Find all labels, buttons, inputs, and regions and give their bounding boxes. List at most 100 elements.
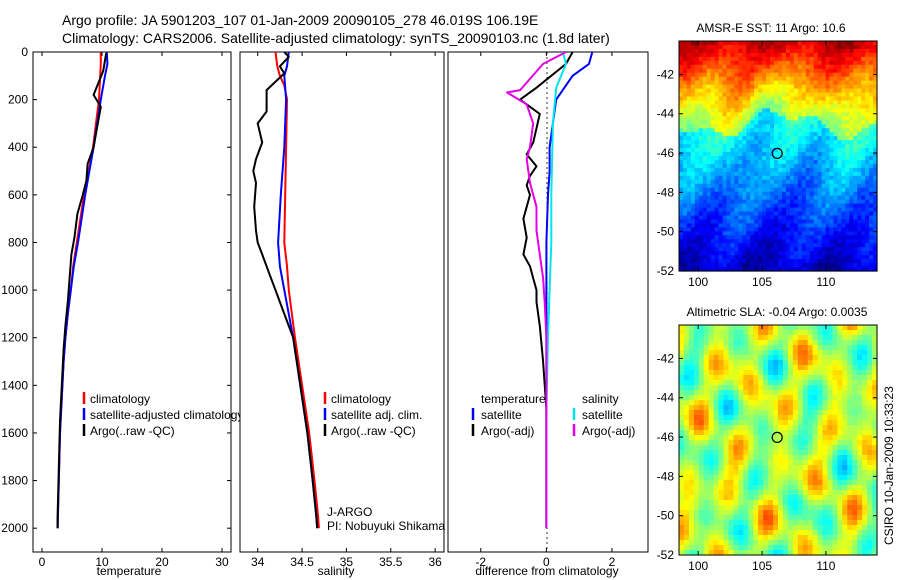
map-cell: [857, 355, 863, 361]
map-cell: [738, 120, 743, 125]
map-cell: [773, 515, 779, 521]
map-cell: [837, 120, 842, 125]
map-cell: [872, 455, 878, 461]
map-cell: [867, 430, 873, 436]
map-cell: [702, 120, 708, 125]
map-cell: [698, 52, 704, 58]
map-cell: [718, 152, 724, 157]
map-cell: [738, 510, 744, 516]
map-cell: [837, 505, 843, 511]
map-cell: [708, 360, 715, 366]
map-cell: [833, 108, 838, 113]
map-cell: [768, 360, 774, 366]
map-cell: [785, 179, 791, 185]
map-cell: [726, 96, 732, 102]
map-cell: [714, 179, 720, 185]
map-cell: [827, 340, 834, 346]
map-cell: [702, 187, 708, 193]
map-cell: [706, 203, 712, 209]
map-cell: [743, 515, 749, 521]
map-cell: [821, 44, 827, 50]
map-cell: [862, 380, 868, 386]
map-cell: [766, 179, 771, 185]
map-cell: [849, 195, 854, 201]
map-cell: [797, 535, 804, 541]
map-cell: [683, 430, 690, 436]
map-cell: [789, 72, 795, 78]
map-cell: [742, 187, 747, 193]
map-cell: [762, 175, 767, 181]
map-cell: [762, 231, 767, 236]
map-cell: [690, 144, 696, 149]
map-cell: [801, 191, 807, 197]
map-cell: [869, 199, 874, 205]
map-cell: [706, 191, 712, 197]
map-cell: [758, 267, 763, 272]
map-cell: [827, 330, 834, 336]
map-cell: [817, 187, 823, 193]
map-cell: [758, 156, 763, 161]
map-cell: [837, 400, 843, 406]
map-cell: [758, 104, 763, 110]
map-cell: [738, 485, 744, 491]
map-cell: [746, 104, 751, 110]
map-cell: [683, 535, 690, 541]
map-cell: [738, 259, 743, 264]
map-cell: [688, 345, 695, 351]
map-cell: [714, 84, 720, 90]
map-cell: [703, 475, 710, 481]
map-cell: [679, 207, 684, 213]
map-cell: [722, 72, 728, 78]
map-cell: [801, 84, 807, 90]
map-cell: [693, 450, 700, 456]
map-cell: [817, 450, 824, 456]
map-cell: [872, 440, 878, 446]
map-cell: [857, 470, 863, 476]
map-cell: [710, 112, 716, 117]
map-cell: [748, 445, 754, 451]
map-cell: [763, 545, 769, 551]
map-cell: [742, 72, 747, 78]
map-cell: [693, 405, 700, 411]
map-cell: [813, 251, 819, 256]
map-cell: [686, 112, 692, 117]
map-cell: [738, 400, 744, 406]
map-cell: [867, 335, 873, 341]
map-cell: [746, 203, 751, 209]
map-cell: [718, 510, 725, 516]
map-cell: [682, 243, 688, 248]
map-cell: [706, 156, 712, 161]
map-cell: [778, 390, 784, 396]
map-cell: [805, 56, 811, 62]
map-cell: [718, 207, 724, 213]
map-cell: [801, 239, 807, 244]
map-cell: [694, 136, 700, 141]
map-cell: [778, 235, 783, 240]
map-cell: [787, 420, 794, 426]
map-cell: [805, 80, 811, 86]
map-cell: [763, 390, 769, 396]
map-cell: [809, 124, 815, 129]
map-cell: [713, 420, 720, 426]
map-cell: [778, 495, 784, 501]
map-cell: [833, 120, 838, 125]
map-cell: [837, 132, 842, 137]
map-cell: [683, 480, 690, 486]
map-cell: [762, 259, 767, 264]
map-cell: [867, 410, 873, 416]
map-cell: [861, 215, 866, 221]
map-cell: [754, 267, 759, 272]
map-cell: [817, 223, 823, 228]
map-cell: [734, 255, 739, 260]
map-cell: [702, 183, 708, 189]
map-cell: [802, 475, 809, 481]
map-cell: [782, 410, 789, 416]
map-cell: [773, 360, 779, 366]
map-cell: [722, 251, 728, 256]
map-cell: [853, 148, 858, 153]
map-cell: [743, 550, 749, 556]
map-cell: [847, 335, 853, 341]
map-cell: [822, 405, 829, 411]
map-cell: [802, 440, 809, 446]
map-cell: [805, 231, 811, 236]
